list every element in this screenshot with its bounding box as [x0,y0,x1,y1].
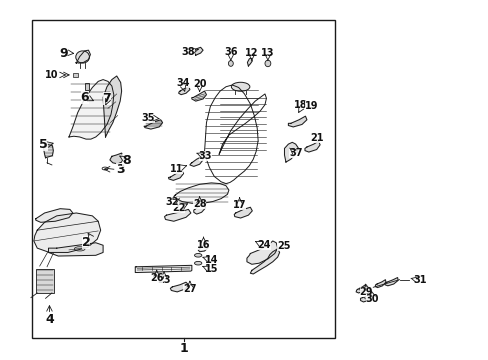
Text: 12: 12 [244,48,258,58]
Polygon shape [173,183,228,203]
Text: 18: 18 [293,100,307,110]
Ellipse shape [194,261,202,265]
Text: 24: 24 [257,239,270,249]
Polygon shape [189,157,203,166]
Polygon shape [110,153,123,164]
Ellipse shape [76,51,89,63]
Text: 22: 22 [172,203,185,213]
Text: 10: 10 [45,70,59,80]
Text: 30: 30 [365,294,378,304]
Polygon shape [234,207,252,218]
Text: 29: 29 [359,287,372,297]
Text: 23: 23 [157,275,170,285]
Text: 26: 26 [150,273,163,283]
Ellipse shape [194,253,202,257]
Text: 9: 9 [60,47,68,60]
Text: 13: 13 [261,48,274,58]
Text: 21: 21 [309,133,323,143]
Polygon shape [36,209,73,222]
Polygon shape [69,80,114,139]
Polygon shape [168,171,183,180]
Polygon shape [43,144,53,158]
Text: 16: 16 [196,239,210,249]
Polygon shape [34,213,101,252]
Polygon shape [170,282,188,292]
Text: 15: 15 [204,264,218,274]
Text: 3: 3 [116,163,124,176]
Polygon shape [374,280,385,288]
Text: 5: 5 [39,138,48,150]
Bar [84,83,89,90]
Text: 7: 7 [102,92,111,105]
Bar [36,269,54,293]
Polygon shape [194,47,203,55]
Text: 4: 4 [45,313,54,327]
Text: 11: 11 [169,163,183,174]
Text: 17: 17 [232,200,246,210]
Polygon shape [103,76,122,137]
Text: 37: 37 [288,148,302,158]
Polygon shape [144,120,162,129]
Text: 25: 25 [276,241,290,251]
Polygon shape [48,243,103,256]
Text: 31: 31 [412,275,426,285]
Polygon shape [164,210,190,221]
Polygon shape [193,204,205,214]
Polygon shape [360,293,372,302]
Polygon shape [355,285,366,293]
Polygon shape [284,142,298,162]
Polygon shape [198,244,208,252]
Bar [32,21,334,338]
Text: 32: 32 [165,197,179,207]
Polygon shape [250,249,279,274]
Text: 8: 8 [122,154,131,167]
Text: 38: 38 [181,46,195,57]
Polygon shape [246,241,277,264]
Polygon shape [305,141,320,152]
Text: 27: 27 [183,284,196,294]
Text: 28: 28 [192,199,206,210]
Text: 6: 6 [81,91,89,104]
Polygon shape [135,265,191,273]
Text: 19: 19 [305,101,318,111]
Polygon shape [191,91,206,101]
Text: 34: 34 [177,78,190,88]
Polygon shape [288,116,306,127]
Text: 1: 1 [179,342,187,355]
Ellipse shape [264,60,270,67]
Text: 20: 20 [192,79,206,89]
Text: 2: 2 [81,236,90,249]
Text: 14: 14 [204,255,218,265]
Bar [73,73,78,77]
Ellipse shape [228,60,233,66]
Text: 33: 33 [198,150,212,161]
Polygon shape [384,278,397,286]
Polygon shape [178,87,189,95]
Polygon shape [247,58,252,66]
Polygon shape [76,50,90,63]
Text: 36: 36 [224,47,237,57]
Text: 35: 35 [141,113,154,123]
Ellipse shape [231,82,249,91]
Ellipse shape [74,247,85,251]
